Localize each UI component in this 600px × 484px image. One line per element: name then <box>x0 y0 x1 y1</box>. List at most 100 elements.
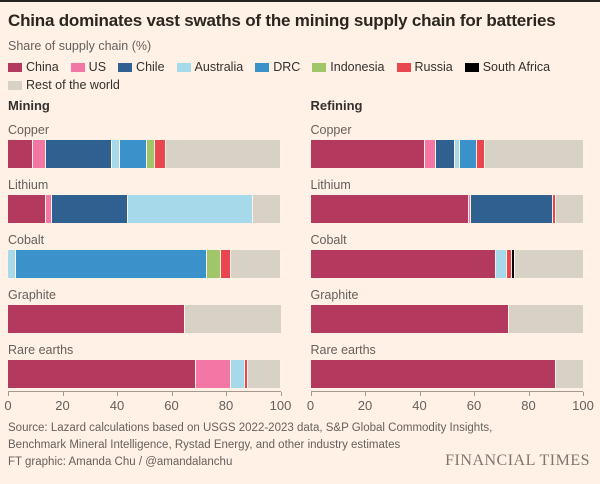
bar-segment-us <box>468 195 472 224</box>
axis-tick <box>226 392 227 397</box>
category-label: Cobalt <box>8 233 45 248</box>
bar-segment-us <box>196 360 232 389</box>
bar-segment-russia <box>155 140 167 169</box>
legend-label: US <box>88 60 107 75</box>
bar-segment-australia <box>454 140 461 169</box>
bar-segment-rest-of-the-world <box>555 360 583 389</box>
axis-tick-label: 100 <box>572 398 594 414</box>
bar-segment-rest-of-the-world <box>231 250 281 279</box>
stacked-bar-graphite <box>310 305 584 334</box>
chart-row-lithium: Lithium <box>310 178 584 224</box>
bar-segment-china <box>310 360 556 389</box>
chart-row-graphite: Graphite <box>310 288 584 334</box>
bar-segment-chile <box>471 195 554 224</box>
legend-item-south-africa: South Africa <box>464 60 550 74</box>
legend-label: Australia <box>194 60 244 75</box>
axis-tick-label: 20 <box>55 398 70 414</box>
bar-segment-russia <box>220 250 232 279</box>
bar-segment-russia <box>553 195 556 224</box>
legend-item-drc: DRC <box>255 60 300 74</box>
axis-tick <box>280 392 282 397</box>
axis-tick <box>528 392 530 397</box>
panel-title: Mining <box>8 98 50 114</box>
legend-swatch-south-africa <box>464 62 479 72</box>
category-label: Cobalt <box>310 233 347 248</box>
legend-swatch-china <box>8 62 22 72</box>
legend-label: China <box>26 60 59 75</box>
axis-tick-label: 0 <box>4 398 12 414</box>
x-axis: 0 20 40 60 80 100 <box>307 391 594 414</box>
bar-segment-china <box>8 305 186 334</box>
legend-label: Indonesia <box>330 60 385 75</box>
bar-segment-australia <box>231 360 246 389</box>
legend-swatch-russia <box>396 62 411 72</box>
stacked-bar-cobalt <box>310 250 584 279</box>
stacked-bar-lithium <box>8 195 281 224</box>
chart-subtitle: Share of supply chain (%) <box>8 39 152 54</box>
stacked-bar-copper <box>8 140 281 169</box>
chart-row-rare-earths: Rare earths <box>8 343 281 389</box>
bar-segment-australia <box>495 250 507 279</box>
bar-segment-russia <box>476 140 485 169</box>
bar-segment-china <box>8 140 33 169</box>
bar-segment-drc <box>119 140 147 169</box>
bar-segment-us <box>32 140 47 169</box>
legend-swatch-rest-of-the-world <box>8 80 22 90</box>
legend-item-russia: Russia <box>396 60 453 75</box>
legend-swatch-us <box>70 62 85 72</box>
category-label: Copper <box>8 123 49 138</box>
legend-label: Chile <box>136 60 165 75</box>
axis-tick <box>365 392 366 397</box>
legend-swatch-drc <box>255 62 270 72</box>
axis-tick-label: 60 <box>466 398 482 414</box>
legend-swatch-chile <box>118 62 133 72</box>
axis-tick-label: 80 <box>521 398 536 414</box>
x-axis: 0 20 40 60 80 100 <box>4 391 291 414</box>
legend-label: Russia <box>414 60 453 75</box>
category-label: Lithium <box>310 178 351 193</box>
axis-tick <box>583 392 584 397</box>
ft-logo: FINANCIAL TIMES <box>445 452 590 469</box>
panel-title: Refining <box>310 98 363 114</box>
chart-row-lithium: Lithium <box>8 178 281 224</box>
bar-segment-china <box>310 140 425 169</box>
bar-segment-rest-of-the-world <box>166 140 281 169</box>
bar-segment-china <box>8 360 197 389</box>
bar-segment-russia <box>506 250 513 279</box>
source-line: Benchmark Mineral Intelligence, Rystad E… <box>8 438 401 451</box>
stacked-bar-lithium <box>310 195 584 224</box>
bar-segment-australia <box>111 140 120 169</box>
category-label: Lithium <box>8 178 49 193</box>
legend-swatch-indonesia <box>312 62 327 72</box>
category-label: Rare earths <box>310 343 376 358</box>
chart-panel: Refining Copper Lithium Cobalt Graphite Rare… <box>307 98 594 414</box>
category-label: Graphite <box>310 288 359 303</box>
axis-tick-label: 40 <box>109 398 125 414</box>
axis-tick <box>117 392 118 397</box>
legend: China US Chile Australia DRC Indonesia Russia S… <box>8 60 583 92</box>
stacked-bar-copper <box>310 140 584 169</box>
chart-row-graphite: Graphite <box>8 288 281 334</box>
bar-segment-chile <box>46 140 112 169</box>
category-label: Graphite <box>8 288 56 303</box>
axis-tick <box>62 392 64 397</box>
bar-segment-rest-of-the-world <box>514 250 583 279</box>
legend-label: DRC <box>273 60 301 75</box>
legend-item-rest-of-the-world: Rest of the world <box>8 78 120 92</box>
legend-item-indonesia: Indonesia <box>312 60 385 75</box>
bar-segment-chile <box>435 140 455 169</box>
legend-item-china: China <box>8 60 59 74</box>
chart-row-cobalt: Cobalt <box>310 233 584 279</box>
legend-label: Rest of the world <box>26 78 120 93</box>
stacked-bar-graphite <box>8 305 281 334</box>
bar-segment-rest-of-the-world <box>484 140 583 169</box>
bar-segment-us <box>424 140 436 169</box>
bar-segment-china <box>310 195 469 224</box>
bar-segment-rest-of-the-world <box>253 195 281 224</box>
axis-tick <box>310 392 312 397</box>
axis-tick-label: 80 <box>218 398 234 414</box>
panel-rows: Copper Lithium Cobalt Graphite Rare earths <box>8 123 281 389</box>
bar-segment-china <box>8 195 47 224</box>
chart-row-cobalt: Cobalt <box>8 233 281 279</box>
